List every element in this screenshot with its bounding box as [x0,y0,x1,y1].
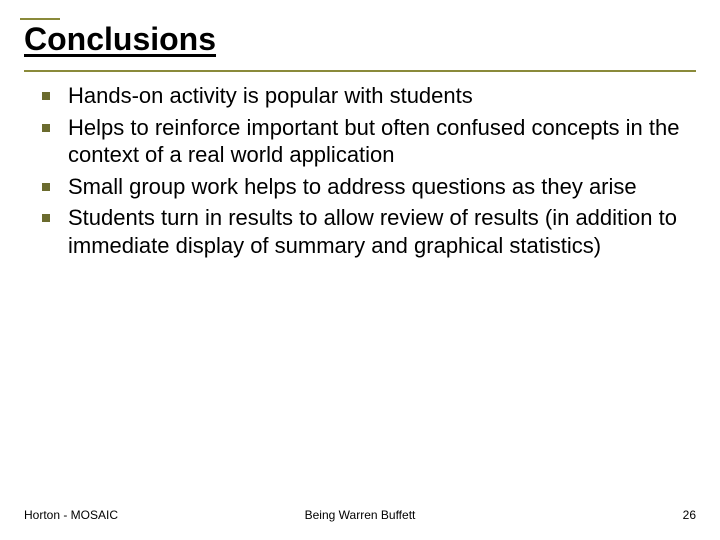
bullet-item: Helps to reinforce important but often c… [42,114,696,169]
bullet-item: Hands-on activity is popular with studen… [42,82,696,110]
slide-title: Conclusions [24,21,216,58]
bullet-list: Hands-on activity is popular with studen… [20,82,700,259]
title-underline-rule [24,66,696,72]
bullet-item: Students turn in results to allow review… [42,204,696,259]
footer-right: 26 [683,508,696,522]
title-top-short-rule [20,18,60,20]
slide: Conclusions Hands-on activity is popular… [0,0,720,540]
slide-footer: Horton - MOSAIC Being Warren Buffett 26 [0,508,720,522]
bullet-item: Small group work helps to address questi… [42,173,696,201]
title-wrap: Conclusions [20,21,700,58]
footer-center: Being Warren Buffett [305,508,416,522]
footer-left: Horton - MOSAIC [24,508,118,522]
